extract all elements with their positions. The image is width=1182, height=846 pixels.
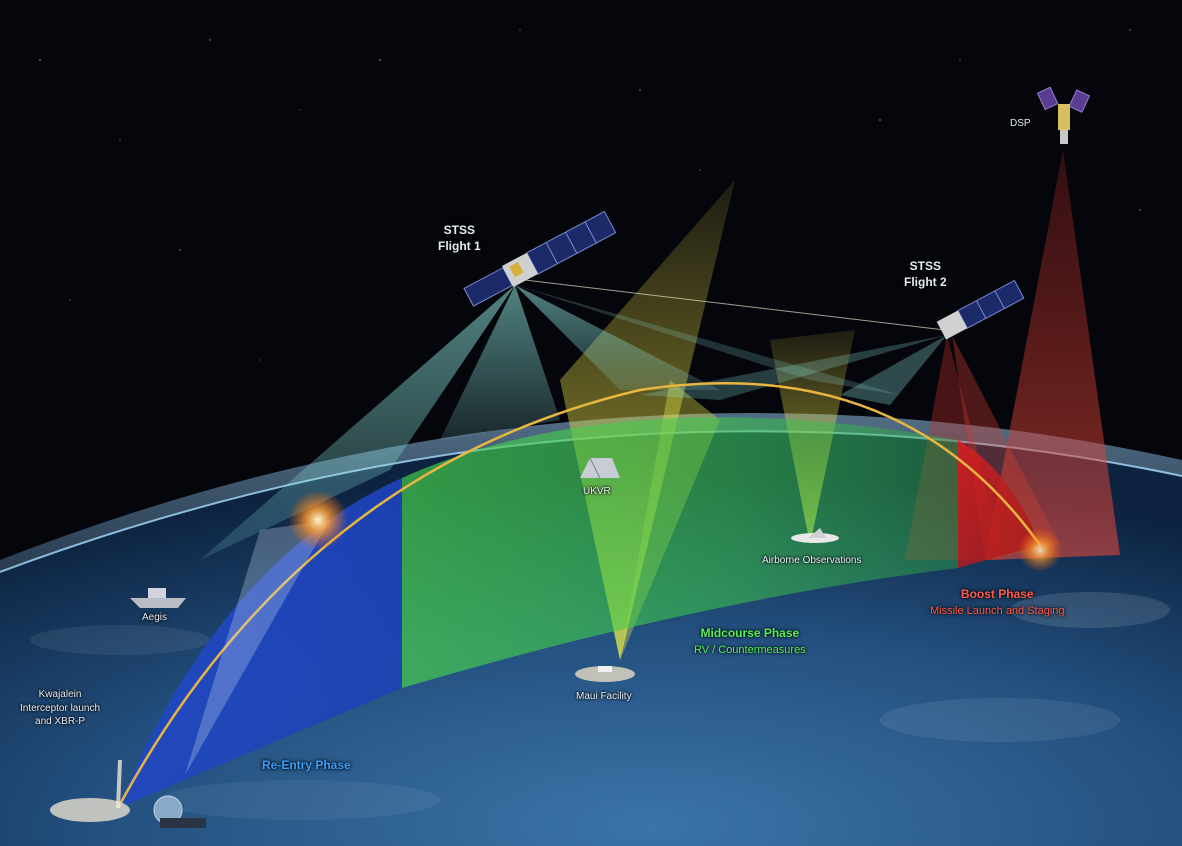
- boost-region: [958, 440, 1040, 568]
- reentry-region: [118, 478, 402, 808]
- ukvr-radar: [580, 457, 620, 479]
- reentry-phase-label: Re-Entry Phase: [262, 756, 351, 774]
- boost-phase-label: Boost Phase Missile Launch and Staging: [930, 585, 1065, 620]
- midcourse-region: [402, 417, 958, 688]
- airborne-aircraft: [791, 528, 839, 543]
- kwajalein-line-2: Interceptor launch: [20, 702, 101, 714]
- stss-flight-2-label: STSS Flight 2: [904, 258, 947, 290]
- midcourse-phase-sub: RV / Countermeasures: [694, 644, 806, 656]
- dsp-sensor-beam: [985, 150, 1120, 560]
- midcourse-phase-label: Midcourse Phase RV / Countermeasures: [694, 624, 806, 659]
- maui-facility-label: Maui Facility: [576, 691, 632, 702]
- aegis-ship: [130, 588, 186, 608]
- kwajalein-launch: [50, 759, 206, 828]
- ukvr-label: UKVR: [583, 486, 611, 497]
- launch-plume: [1018, 528, 1062, 572]
- airborne-observations-label: Airborne Observations: [762, 555, 862, 566]
- stss-flight-1-sub: Flight 1: [438, 239, 481, 254]
- starfield: [39, 29, 1141, 361]
- stss-flight-2-sub: Flight 2: [904, 275, 947, 290]
- boost-phase-sub: Missile Launch and Staging: [930, 605, 1065, 617]
- stss-flight-1-satellite: [463, 210, 617, 307]
- stss1-beams: [200, 285, 900, 560]
- kwajalein-line-1: Kwajalein: [38, 689, 82, 700]
- aegis-label: Aegis: [142, 612, 168, 623]
- boost-phase-title: Boost Phase: [960, 587, 1034, 601]
- stss-flight-1-name: STSS: [443, 223, 475, 237]
- kwajalein-line-3: and XBR-P: [35, 716, 86, 727]
- dsp-satellite: [1036, 86, 1091, 144]
- stss-flight-2-name: STSS: [909, 259, 941, 273]
- stss-flight-2-satellite: [936, 279, 1025, 340]
- kwajalein-label: Kwajalein Interceptor launch and XBR-P: [20, 688, 100, 729]
- dsp-label: DSP: [1010, 118, 1031, 129]
- reentry-phase-title: Re-Entry Phase: [262, 758, 351, 772]
- maui-facility: [575, 666, 635, 682]
- intercept-explosion: [288, 490, 348, 550]
- missile-trajectory: [116, 381, 1042, 809]
- stss-flight-1-label: STSS Flight 1: [438, 222, 481, 254]
- ground-radar-beam: [185, 520, 330, 775]
- midcourse-phase-title: Midcourse Phase: [700, 626, 800, 640]
- crosslink: [524, 279, 946, 331]
